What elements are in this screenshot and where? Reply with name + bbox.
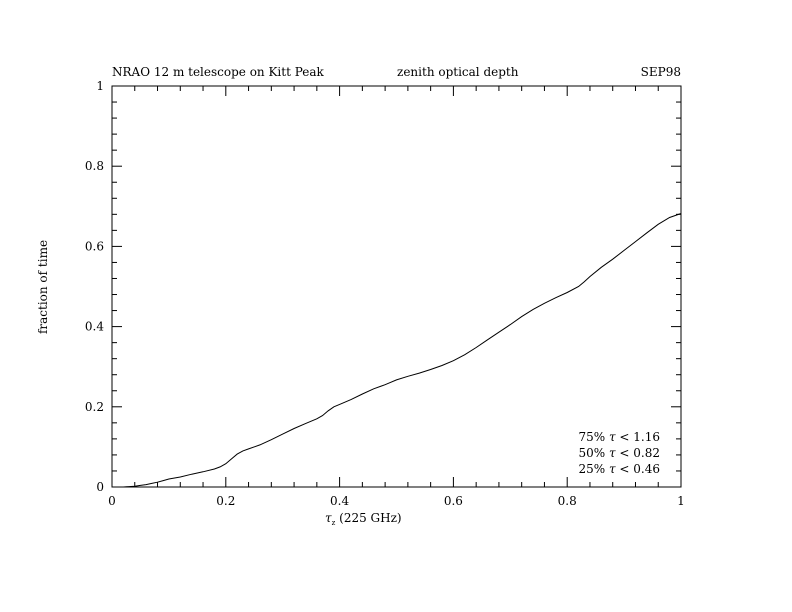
header-left: NRAO 12 m telescope on Kitt Peak: [112, 65, 325, 79]
annotation-line: 50% τ < 0.82: [578, 446, 660, 460]
series-line: [112, 213, 682, 488]
x-tick-label: 0.2: [216, 494, 235, 508]
annotation-line: 75% τ < 1.16: [578, 430, 660, 444]
plot-frame: [111, 85, 682, 488]
annotation-line: 25% τ < 0.46: [578, 462, 660, 476]
x-tick-labels: 0 0.2 0.4 0.6 0.8 1: [108, 494, 685, 508]
y-axis-label: fraction of time: [36, 240, 50, 334]
x-axis-label-symbol: τ: [325, 511, 332, 525]
x-axis-label: τz (225 GHz): [325, 511, 402, 527]
x-tick-label: 0: [108, 494, 116, 508]
y-tick-labels: 0 0.2 0.4 0.6 0.8 1: [85, 79, 104, 494]
x-tick-label: 1: [677, 494, 685, 508]
y-tick-label: 0.6: [85, 239, 104, 253]
tick-marks: [111, 85, 682, 488]
annotations: 75% τ < 1.16 50% τ < 0.82 25% τ < 0.46: [578, 430, 660, 476]
y-tick-label: 0.2: [85, 400, 104, 414]
x-axis-label-subscript: z: [332, 519, 336, 527]
y-tick-label: 0.8: [85, 159, 104, 173]
x-tick-label: 0.8: [558, 494, 577, 508]
x-axis-label-rest: (225 GHz): [335, 511, 401, 525]
x-tick-label: 0.4: [330, 494, 349, 508]
y-tick-label: 0.4: [85, 320, 104, 334]
y-tick-label: 1: [96, 79, 104, 93]
x-tick-label: 0.6: [444, 494, 463, 508]
header-right: SEP98: [641, 65, 681, 79]
y-tick-label: 0: [96, 480, 104, 494]
header-center: zenith optical depth: [397, 65, 519, 79]
